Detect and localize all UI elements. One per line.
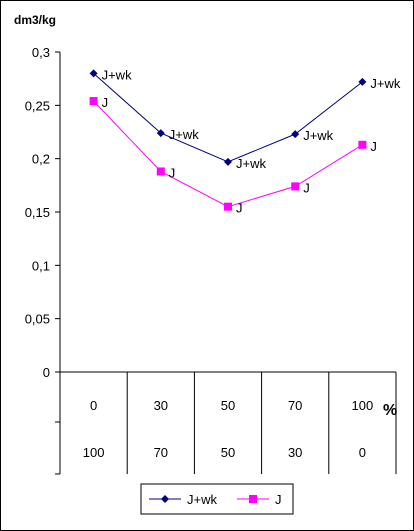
legend-label: J+wk [187, 492, 217, 507]
legend: J+wk J [140, 483, 294, 515]
series-1: J+wk J+wk J+wk J+wk J+wk [89, 67, 401, 171]
x-category-label-row1: 100 [352, 398, 374, 413]
data-point [156, 129, 165, 138]
axes: 0 0,05 0,1 0,15 0,2 0,25 0,3 0 30 50 70 100 100 70 50 3… [25, 45, 397, 475]
series-line [93, 72, 363, 163]
y-axis-label: dm3/kg [14, 13, 56, 27]
data-label: J+wk [236, 156, 266, 171]
x-category-label-row2: 0 [359, 445, 366, 460]
data-point [156, 167, 165, 176]
x-category-label-row2: 70 [154, 445, 168, 460]
y-tick-label: 0,1 [32, 258, 50, 273]
data-point [89, 69, 98, 78]
data-point [89, 97, 98, 106]
x-category-label-row1: 50 [221, 398, 235, 413]
data-label: J+wk [303, 128, 333, 143]
data-point [291, 130, 300, 139]
data-label: J [102, 95, 109, 110]
y-tick-label: 0,15 [25, 205, 50, 220]
y-tick-label: 0,2 [32, 152, 50, 167]
x-category-label-row2: 30 [288, 445, 302, 460]
plot-series: J+wk J+wk J+wk J+wk J+wk J J J J J [89, 67, 401, 216]
x-category-label-row1: 0 [90, 398, 97, 413]
data-label: J [169, 165, 176, 180]
legend-label: J [275, 492, 282, 507]
y-tick-label: 0,25 [25, 98, 50, 113]
series-line [93, 100, 363, 208]
data-point [358, 140, 367, 149]
legend-entry: J+wk [149, 492, 217, 507]
y-tick-label: 0,3 [32, 45, 50, 60]
data-point [291, 182, 300, 191]
series-2: J J J J J [89, 95, 377, 216]
legend-entry: J [237, 492, 282, 507]
legend-marker [249, 495, 257, 503]
x-category-label-row2: 50 [221, 445, 235, 460]
y-tick-label: 0,05 [25, 312, 50, 327]
data-label: J+wk [169, 127, 199, 142]
data-label: J+wk [370, 76, 400, 91]
data-point [358, 77, 367, 86]
legend-marker [161, 495, 169, 503]
data-point [224, 157, 232, 166]
y-tick-label: 0 [43, 365, 50, 380]
data-label: J [303, 180, 310, 195]
data-label: J [236, 201, 243, 216]
data-label: J [370, 139, 377, 154]
x-category-label-row1: 30 [154, 398, 168, 413]
x-category-label-row2: 100 [83, 445, 105, 460]
x-category-label-row1: 70 [288, 398, 302, 413]
x-axis-unit-label: % [383, 402, 397, 419]
data-label: J+wk [102, 67, 132, 82]
data-point [224, 202, 232, 211]
